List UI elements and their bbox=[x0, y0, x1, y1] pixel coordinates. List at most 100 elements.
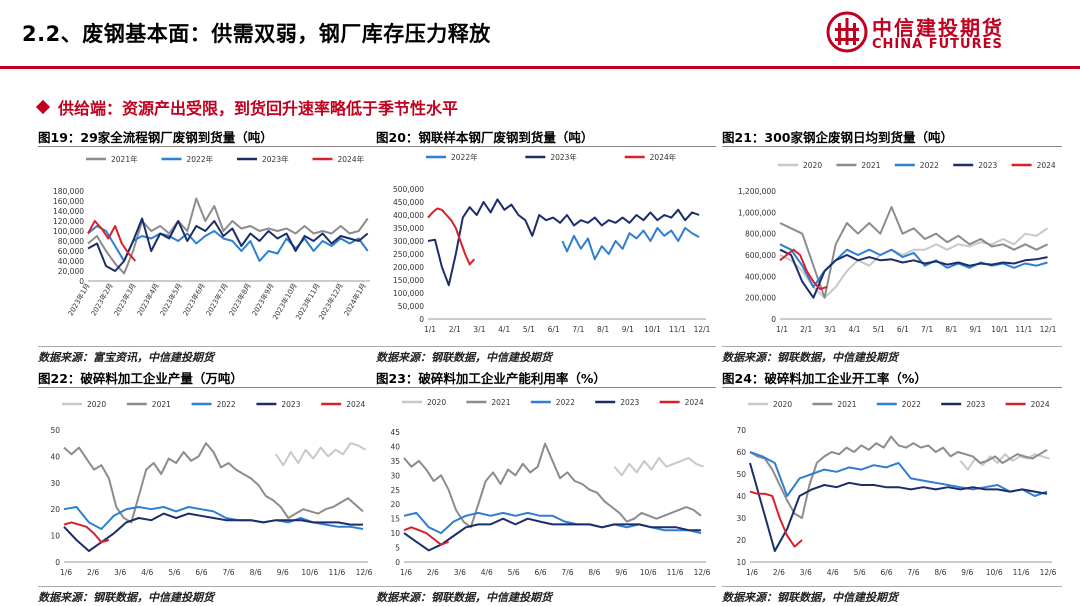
x-tick-label: 1/6 bbox=[60, 568, 72, 577]
series-line bbox=[87, 225, 369, 262]
legend-item: 2022 bbox=[894, 161, 939, 170]
x-tick-label: 4/1 bbox=[849, 325, 861, 334]
y-tick-label: 150,000 bbox=[393, 276, 424, 285]
y-tick-label: 40 bbox=[50, 452, 60, 461]
legend-label: 2024 bbox=[1037, 161, 1056, 170]
legend-item: 2022 bbox=[191, 400, 236, 409]
x-tick-label: 6/6 bbox=[881, 568, 893, 577]
y-tick-label: 30 bbox=[390, 471, 400, 480]
y-tick-label: 50,000 bbox=[398, 302, 424, 311]
y-tick-label: 30 bbox=[736, 514, 746, 523]
legend-item: 2024 bbox=[1005, 400, 1050, 409]
series-line bbox=[779, 206, 1048, 299]
source-divider bbox=[38, 586, 378, 587]
legend-label: 2021 bbox=[861, 161, 880, 170]
legend-label: 2020 bbox=[87, 400, 106, 409]
y-tick-label: 60,000 bbox=[58, 247, 84, 256]
series-line bbox=[63, 512, 363, 552]
series-line bbox=[749, 490, 803, 548]
x-tick-label: 12/6 bbox=[694, 568, 711, 577]
legend-label: 2021 bbox=[152, 400, 171, 409]
page-title: 2.2、废钢基本面：供需双弱，钢厂库存压力释放 bbox=[22, 22, 491, 46]
chart-title: 图24：破碎料加工企业开工率（%） bbox=[722, 371, 927, 386]
y-tick-label: 20,000 bbox=[58, 267, 84, 276]
series-line bbox=[749, 462, 1048, 552]
chart-panel-22: 图22：破碎料加工企业产量（万吨） 2020 2021 2022 2023 2024 0 1… bbox=[38, 368, 384, 604]
y-tick-label: 0 bbox=[395, 558, 400, 567]
y-tick-label: 0 bbox=[79, 277, 84, 286]
y-tick-label: 10 bbox=[736, 558, 746, 567]
legend-label: 2023 bbox=[978, 161, 997, 170]
title-underline bbox=[722, 146, 1062, 147]
x-tick-label: 6/1 bbox=[548, 325, 560, 334]
series-line bbox=[403, 526, 449, 546]
y-tick-label: 45 bbox=[390, 428, 400, 437]
series-line bbox=[749, 451, 1048, 497]
legend-label: 2022 bbox=[920, 161, 939, 170]
legend-label: 2023年 bbox=[262, 154, 289, 164]
x-tick-label: 8/1 bbox=[945, 325, 957, 334]
legend-item: 2024年 bbox=[624, 152, 677, 162]
x-tick-label: 1/1 bbox=[776, 325, 788, 334]
legend-label: 2022 bbox=[556, 398, 575, 407]
chart-24: 2020 2021 2022 2023 2024 10 20 30 40 50 60 70 1/6 2/6… bbox=[736, 400, 1056, 577]
chart-source: 数据来源：钢联数据，中信建投期货 bbox=[376, 351, 552, 364]
legend-label: 2024 bbox=[346, 400, 365, 409]
legend-label: 2022年 bbox=[451, 152, 478, 162]
chart-source: 数据来源：钢联数据，中信建投期货 bbox=[722, 351, 898, 364]
x-tick-label: 10/6 bbox=[301, 568, 318, 577]
legend-item: 2024 bbox=[1011, 161, 1056, 170]
series-line bbox=[403, 511, 702, 535]
legend-item: 2024 bbox=[321, 400, 366, 409]
x-tick-label: 7/1 bbox=[921, 325, 933, 334]
chart-source: 数据来源：富宝资讯，中信建投期货 bbox=[38, 351, 214, 364]
x-tick-label: 1/1 bbox=[424, 325, 436, 334]
source-divider bbox=[722, 346, 1062, 347]
x-tick-label: 7/6 bbox=[907, 568, 919, 577]
series-line bbox=[427, 198, 700, 287]
x-tick-label: 3/6 bbox=[454, 568, 466, 577]
x-tick-label: 11/6 bbox=[328, 568, 345, 577]
x-tick-label: 2023年4月 bbox=[135, 282, 161, 318]
x-tick-label: 2023年3月 bbox=[112, 282, 138, 318]
x-tick-label: 6/1 bbox=[897, 325, 909, 334]
legend-item: 2023 bbox=[256, 400, 301, 409]
x-tick-label: 9/6 bbox=[277, 568, 289, 577]
y-tick-label: 20 bbox=[390, 500, 400, 509]
y-tick-label: 35 bbox=[390, 457, 400, 466]
legend-label: 2022年 bbox=[187, 154, 214, 164]
chart-19: 2021年 2022年 2023年 2024年 020,00040,00060,0008… bbox=[53, 154, 370, 321]
legend-item: 2023 bbox=[941, 400, 986, 409]
x-tick-label: 2/6 bbox=[773, 568, 785, 577]
legend-label: 2023 bbox=[966, 400, 985, 409]
section-heading: 供给端：资源产出受限，到货回升速率略低于季节性水平 bbox=[35, 95, 458, 119]
legend-item: 2021 bbox=[836, 161, 881, 170]
y-tick-label: 15 bbox=[390, 515, 400, 524]
y-tick-label: 140,000 bbox=[53, 207, 84, 216]
chart-panel-24: 图24：破碎料加工企业开工率（%） 2020 2021 2022 2023 2024 10… bbox=[722, 368, 1068, 604]
source-divider bbox=[376, 346, 716, 347]
x-tick-label: 3/6 bbox=[114, 568, 126, 577]
legend-label: 2024 bbox=[1031, 400, 1050, 409]
x-tick-label: 10/1 bbox=[644, 325, 661, 334]
chart-panel-23: 图23：破碎料加工企业产能利用率（%） 2020 2021 2022 2023 2024… bbox=[376, 368, 722, 604]
y-tick-label: 250,000 bbox=[393, 250, 424, 259]
legend-label: 2021年 bbox=[111, 154, 138, 164]
x-tick-label: 5/6 bbox=[168, 568, 180, 577]
x-tick-label: 9/6 bbox=[961, 568, 973, 577]
x-tick-label: 2023年5月 bbox=[158, 282, 184, 318]
diamond-icon bbox=[35, 99, 51, 115]
chart-21: 2020 2021 2022 2023 2024 0 200,000 400,000 600,0… bbox=[738, 161, 1057, 334]
y-tick-label: 300,000 bbox=[393, 237, 424, 246]
series-line bbox=[87, 197, 369, 275]
y-tick-label: 200,000 bbox=[745, 294, 776, 303]
x-tick-label: 2023年1月 bbox=[66, 282, 92, 318]
x-tick-label: 8/1 bbox=[597, 325, 609, 334]
x-tick-label: 10/1 bbox=[991, 325, 1008, 334]
series-line bbox=[427, 207, 476, 266]
y-tick-label: 10 bbox=[50, 532, 60, 541]
x-tick-label: 2023年7月 bbox=[204, 282, 230, 318]
y-tick-label: 5 bbox=[395, 544, 400, 553]
y-tick-label: 1,000,000 bbox=[738, 208, 776, 217]
series-line bbox=[779, 248, 828, 291]
